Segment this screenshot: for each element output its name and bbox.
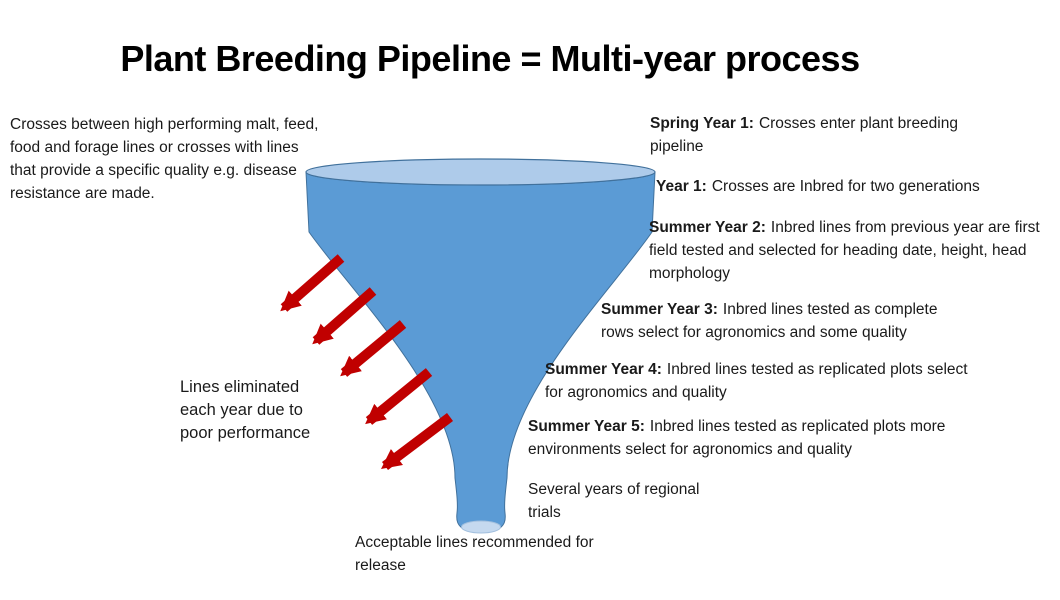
stage-text: Crosses enter plant breeding pipeline <box>650 115 958 155</box>
elimination-arrow-2 <box>312 287 377 345</box>
stage-text: Inbred lines tested as replicated plots … <box>528 418 946 458</box>
stage-summer-year-2: Summer Year 2: Inbred lines from previous… <box>649 216 1047 285</box>
funnel-outlet <box>461 520 501 534</box>
stage-label: Spring Year 1: <box>650 115 754 132</box>
page-title: Plant Breeding Pipeline = Multi-year pro… <box>120 38 860 79</box>
stage-summer-year-5: Summer Year 5: Inbred lines tested as rep… <box>528 415 1040 461</box>
stage-text: Inbred lines tested as complete rows sel… <box>601 301 938 341</box>
elimination-arrow-5 <box>381 413 454 470</box>
note-regional-trials: Several years of regional trials <box>528 478 728 524</box>
funnel-body <box>305 171 656 529</box>
funnel-top-rim <box>305 158 656 186</box>
stage-text: Crosses are Inbred for two generations <box>711 178 980 195</box>
elimination-arrow-4 <box>365 368 433 425</box>
crosses-note: Crosses between high performing malt, fe… <box>10 116 319 202</box>
stage-spring-year-1: Spring Year 1: Crosses enter plant breedi… <box>650 112 995 158</box>
stage-label: Summer Year 2: <box>649 219 766 236</box>
stage-text: Inbred lines from previous year are firs… <box>649 219 1040 282</box>
elimination-arrow-1 <box>280 254 345 312</box>
elimination-arrow-3 <box>340 320 407 377</box>
stage-year-1: Year 1: Crosses are Inbred for two genera… <box>656 175 1056 198</box>
stage-label: Summer Year 3: <box>601 301 718 318</box>
stage-summer-year-4: Summer Year 4: Inbred lines tested as rep… <box>545 358 980 404</box>
elimination-note: Lines eliminated each year due to poor p… <box>180 378 311 442</box>
stage-label: Summer Year 5: <box>528 418 645 435</box>
stage-summer-year-3: Summer Year 3: Inbred lines tested as com… <box>601 298 973 344</box>
note-release: Acceptable lines recommended for release <box>355 531 635 577</box>
stage-label: Summer Year 4: <box>545 361 662 378</box>
stage-text: Several years of regional trials <box>528 481 700 521</box>
stage-text: Inbred lines tested as replicated plots … <box>545 361 968 401</box>
stage-text: Acceptable lines recommended for release <box>355 534 594 574</box>
stage-label: Year 1: <box>656 178 707 195</box>
